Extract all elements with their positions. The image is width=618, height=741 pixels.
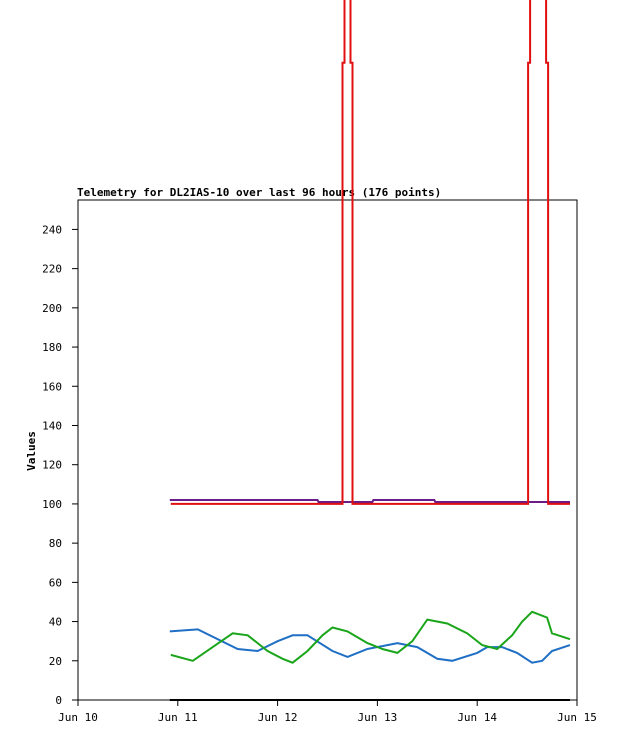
y-tick-label: 0 bbox=[55, 694, 62, 707]
y-tick-label: 140 bbox=[42, 419, 62, 432]
chart-title: Telemetry for DL2IAS-10 over last 96 hou… bbox=[77, 186, 441, 199]
series-line bbox=[169, 628, 571, 664]
plot-frame bbox=[77, 199, 578, 701]
series-line bbox=[170, 0, 570, 505]
x-tick-label: Jun 11 bbox=[158, 711, 198, 724]
y-tick-label: 180 bbox=[42, 341, 62, 354]
x-tick-label: Jun 14 bbox=[457, 711, 497, 724]
y-tick-label: 200 bbox=[42, 302, 62, 315]
x-tick-label: Jun 12 bbox=[258, 711, 298, 724]
y-tick-label: 40 bbox=[49, 616, 62, 629]
y-tick-label: 220 bbox=[42, 263, 62, 276]
y-tick-label: 120 bbox=[42, 459, 62, 472]
y-tick-label: 240 bbox=[42, 223, 62, 236]
series-line bbox=[170, 610, 571, 664]
y-tick-label: 60 bbox=[49, 576, 62, 589]
x-tick-label: Jun 15 bbox=[557, 711, 597, 724]
y-axis-label: Values bbox=[25, 431, 38, 471]
series-line bbox=[169, 499, 570, 503]
y-tick-label: 160 bbox=[42, 380, 62, 393]
x-tick-label: Jun 13 bbox=[358, 711, 398, 724]
y-tick-label: 100 bbox=[42, 498, 62, 511]
x-tick-label: Jun 10 bbox=[58, 711, 98, 724]
y-tick-label: 80 bbox=[49, 537, 62, 550]
y-tick-label: 20 bbox=[49, 655, 62, 668]
